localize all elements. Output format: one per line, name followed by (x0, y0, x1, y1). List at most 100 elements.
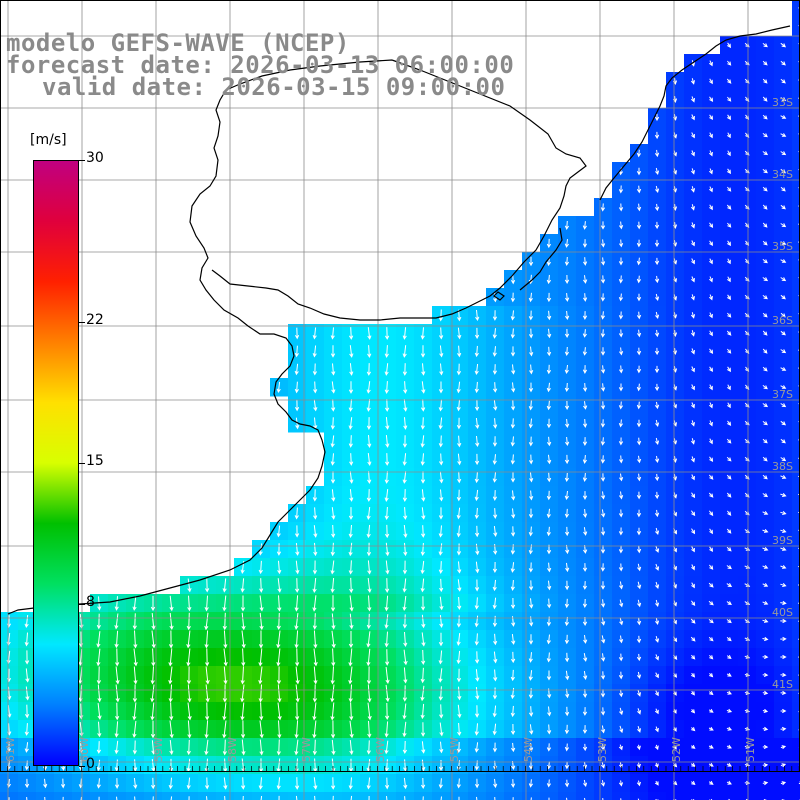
wind-arrow (44, 796, 46, 800)
wind-arrow (780, 403, 787, 408)
wind-arrow (709, 258, 713, 265)
wind-arrow (690, 636, 696, 642)
wind-arrow (258, 560, 263, 575)
wind-arrow (564, 382, 570, 393)
wind-speed-cell (414, 792, 433, 800)
wind-arrow (618, 257, 624, 266)
wind-arrow (24, 723, 29, 736)
wind-arrow (457, 704, 462, 719)
wind-arrow (618, 239, 624, 248)
wind-speed-cell (792, 486, 800, 505)
wind-arrow (493, 633, 498, 646)
wind-arrow (654, 780, 659, 786)
wind-arrow (600, 581, 606, 590)
wind-arrow (439, 596, 444, 611)
wind-arrow (132, 702, 137, 721)
wind-arrow (654, 275, 660, 284)
wind-arrow (510, 526, 516, 537)
wind-speed-cell (792, 720, 800, 739)
wind-arrow (420, 542, 425, 557)
wind-arrow (636, 239, 642, 248)
wind-speed-cell (792, 144, 800, 163)
wind-arrow (420, 525, 426, 538)
wind-arrow (456, 525, 461, 538)
wind-arrow (349, 613, 354, 630)
wind-arrow (600, 437, 606, 446)
wind-speed-cell (792, 18, 800, 37)
wind-speed-cell (792, 378, 800, 397)
wind-arrow (331, 399, 336, 412)
wind-arrow (780, 223, 787, 228)
wind-arrow (186, 739, 191, 756)
wind-arrow (691, 240, 695, 247)
wind-arrow (690, 744, 696, 749)
wind-arrow (222, 595, 227, 612)
wind-arrow (780, 168, 787, 174)
wind-arrow (618, 509, 624, 518)
wind-arrow (564, 274, 570, 285)
wind-arrow (492, 328, 497, 339)
wind-arrow (330, 542, 335, 557)
wind-arrow (600, 221, 606, 230)
wind-speed-cell (792, 198, 800, 217)
wind-arrow (619, 617, 624, 626)
wind-arrow (709, 60, 713, 67)
wind-arrow (366, 777, 371, 790)
wind-arrow (367, 435, 372, 448)
wind-arrow (636, 365, 642, 374)
wind-arrow (510, 274, 516, 285)
wind-arrow (636, 257, 642, 266)
wind-arrow (780, 636, 787, 642)
wind-speed-cell (792, 666, 800, 685)
wind-arrow (708, 168, 713, 175)
wind-arrow (222, 720, 227, 739)
wind-arrow (332, 795, 334, 800)
wind-arrow (276, 525, 281, 538)
wind-arrow (330, 666, 335, 685)
wind-arrow (331, 630, 336, 649)
wind-arrow (456, 633, 461, 646)
wind-arrow (510, 651, 516, 664)
wind-arrow (654, 383, 660, 392)
wind-arrow (474, 399, 480, 412)
longitude-label: 57W (300, 737, 313, 762)
wind-arrow (151, 648, 156, 667)
wind-arrow (187, 578, 192, 593)
wind-speed-cell (792, 612, 800, 631)
wind-speed-cell (396, 792, 415, 800)
wind-arrow (528, 634, 534, 645)
wind-arrow (349, 489, 354, 502)
wind-arrow (476, 796, 478, 800)
wind-arrow (133, 777, 138, 790)
wind-arrow (546, 382, 551, 393)
wind-arrow (457, 722, 462, 737)
wind-arrow (780, 781, 787, 786)
wind-arrow (402, 435, 408, 448)
wind-arrow (331, 363, 336, 376)
longitude-label: 54W (522, 737, 535, 762)
wind-arrow (456, 778, 461, 789)
wind-arrow (510, 436, 515, 447)
colorbar-tick-mark (79, 766, 85, 767)
wind-arrow (708, 636, 714, 642)
wind-arrow (546, 526, 551, 537)
wind-arrow (403, 507, 408, 520)
wind-arrow (602, 798, 604, 800)
wind-speed-cell (504, 792, 523, 800)
wind-arrow (726, 492, 732, 498)
wind-arrow (618, 203, 624, 212)
wind-arrow (456, 615, 462, 628)
wind-arrow (367, 471, 372, 484)
wind-arrow (241, 648, 246, 667)
wind-arrow (762, 456, 768, 462)
wind-arrow (456, 417, 462, 430)
wind-arrow (582, 365, 588, 374)
wind-arrow (564, 490, 569, 501)
wind-arrow (295, 795, 298, 800)
wind-arrow (546, 292, 552, 303)
wind-arrow (366, 417, 372, 430)
wind-arrow (492, 436, 498, 447)
wind-arrow (492, 597, 497, 610)
wind-arrow (385, 684, 390, 703)
wind-arrow (474, 615, 479, 628)
